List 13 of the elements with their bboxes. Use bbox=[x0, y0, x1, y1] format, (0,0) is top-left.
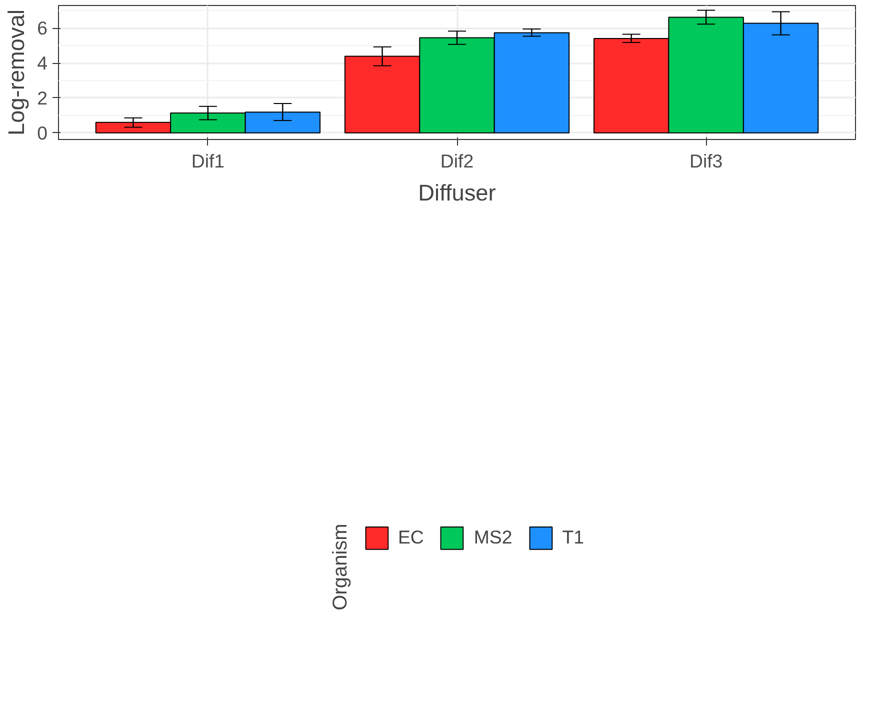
y-tick-label: 4 bbox=[37, 52, 48, 74]
y-tick-label: 2 bbox=[37, 87, 48, 108]
x-tick-label: Dif2 bbox=[440, 150, 474, 172]
legend-label: T1 bbox=[562, 526, 584, 549]
x-tick-label: Dif1 bbox=[191, 150, 225, 172]
x-axis-title: Diffuser bbox=[418, 180, 496, 206]
y-tick-label: 0 bbox=[37, 122, 48, 144]
y-tick-label: 6 bbox=[37, 18, 48, 39]
legend-label: EC bbox=[398, 526, 424, 549]
legend-title: Organism bbox=[328, 524, 352, 611]
x-tick-label: Dif3 bbox=[689, 150, 723, 172]
y-axis-title: Log-removal bbox=[3, 10, 30, 136]
legend-label: MS2 bbox=[474, 526, 512, 549]
